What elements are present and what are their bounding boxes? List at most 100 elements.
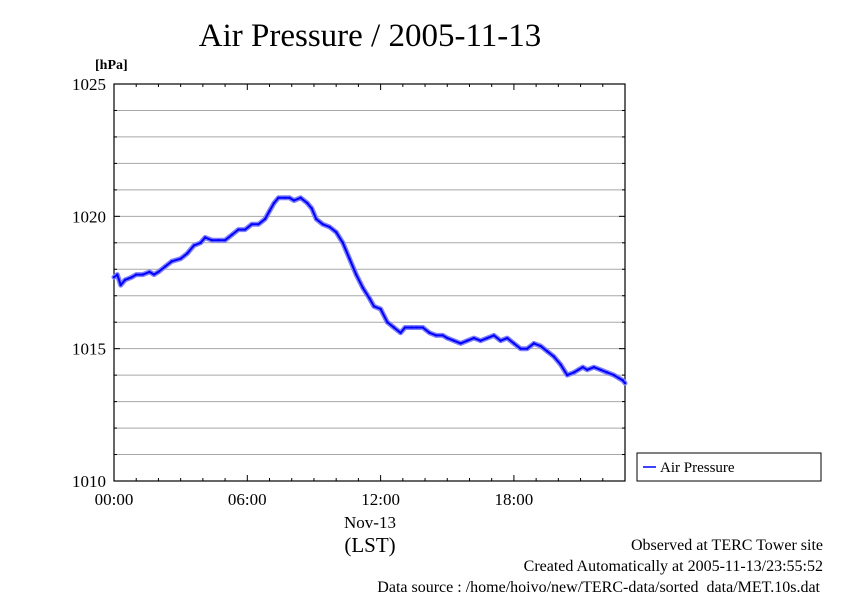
- data-point: [334, 231, 338, 234]
- data-point: [112, 276, 116, 279]
- data-point: [119, 283, 122, 287]
- data-point: [434, 334, 438, 337]
- y-axis-unit: [hPa]: [95, 58, 128, 73]
- data-point: [386, 321, 389, 324]
- x-tick-label: 18:00: [495, 490, 534, 509]
- minor-ticks: [113, 83, 626, 482]
- data-point: [399, 331, 402, 334]
- data-point: [116, 273, 119, 276]
- plot-frame: [113, 83, 626, 482]
- data-point: [292, 199, 296, 202]
- x-tick-label: 00:00: [95, 490, 134, 509]
- data-point: [546, 350, 549, 353]
- data-point: [623, 381, 627, 385]
- data-point: [452, 339, 456, 342]
- y-tick-label: 1010: [72, 472, 106, 491]
- data-point: [414, 326, 418, 329]
- data-point: [379, 307, 382, 311]
- data-point: [428, 331, 431, 334]
- x-tick-label: 12:00: [361, 490, 400, 509]
- data-point: [392, 326, 396, 329]
- data-point: [199, 241, 202, 244]
- data-point: [263, 217, 267, 221]
- x-tick-label: 06:00: [228, 490, 267, 509]
- data-point: [283, 196, 287, 200]
- data-point: [492, 334, 496, 337]
- data-point: [288, 196, 291, 200]
- data-point: [472, 336, 476, 340]
- legend: Air Pressure: [636, 452, 822, 482]
- data-point: [348, 257, 351, 260]
- y-tick-label: 1020: [72, 207, 106, 226]
- data-point: [599, 368, 602, 372]
- data-point: [499, 339, 502, 342]
- data-point: [141, 273, 145, 276]
- series-layer: [111, 195, 628, 386]
- data-point: [586, 368, 589, 372]
- legend-box: [636, 452, 822, 482]
- data-point: [217, 238, 220, 242]
- data-point: [192, 244, 196, 247]
- data-point: [230, 233, 233, 237]
- data-point: [130, 276, 133, 279]
- grid-lines: [114, 109, 625, 456]
- data-point: [186, 252, 189, 255]
- footer-source: Data source : /home/hoivo/new/TERC-data/…: [377, 579, 820, 595]
- data-point: [354, 273, 358, 276]
- data-point: [310, 207, 313, 210]
- data-point: [163, 265, 167, 268]
- data-point: [321, 223, 325, 226]
- data-point: [272, 201, 276, 205]
- data-point: [237, 228, 240, 231]
- data-point: [617, 376, 620, 379]
- data-point: [506, 336, 509, 340]
- data-point: [592, 365, 596, 369]
- data-point: [459, 342, 462, 345]
- series-halo: [111, 195, 628, 386]
- data-point: [410, 326, 413, 329]
- data-point: [606, 371, 609, 374]
- data-point: [559, 363, 562, 366]
- x-axis-date-label: Nov-13: [344, 513, 396, 532]
- data-point: [277, 196, 280, 200]
- y-tick-labels: 1010 1015 1020 1025: [72, 75, 106, 491]
- data-point: [223, 238, 227, 242]
- data-point: [299, 196, 302, 200]
- data-point: [210, 238, 213, 242]
- data-point: [157, 270, 160, 274]
- data-point: [268, 209, 271, 213]
- data-point: [552, 355, 556, 358]
- legend-label: Air Pressure: [660, 460, 735, 476]
- x-axis-timezone-label: (LST): [344, 533, 395, 557]
- data-point: [135, 273, 138, 276]
- data-point: [257, 223, 260, 226]
- data-point: [368, 297, 371, 300]
- footer-observed: Observed at TERC Tower site: [631, 537, 823, 554]
- data-point: [577, 368, 580, 372]
- data-point: [466, 339, 469, 342]
- data-point: [479, 339, 482, 342]
- data-point: [179, 257, 182, 260]
- data-point: [441, 334, 445, 337]
- data-point: [621, 379, 624, 382]
- data-point: [123, 278, 127, 282]
- data-point: [566, 373, 569, 377]
- data-point: [403, 326, 407, 329]
- data-point: [532, 342, 536, 345]
- data-point: [306, 201, 309, 205]
- footer-created: Created Automatically at 2005-11-13/23:5…: [524, 558, 823, 575]
- data-point: [421, 326, 425, 329]
- data-point: [526, 347, 529, 350]
- x-tick-labels: 00:00 06:00 12:00 18:00: [95, 490, 534, 509]
- y-tick-label: 1025: [72, 75, 106, 94]
- data-point: [314, 217, 318, 221]
- data-point: [243, 228, 247, 231]
- data-point: [328, 225, 331, 229]
- data-point: [341, 241, 345, 244]
- data-point: [372, 305, 376, 308]
- data-point: [486, 336, 489, 340]
- data-point: [612, 373, 616, 377]
- chart-title: Air Pressure / 2005-11-13: [199, 18, 541, 54]
- data-point: [152, 273, 156, 276]
